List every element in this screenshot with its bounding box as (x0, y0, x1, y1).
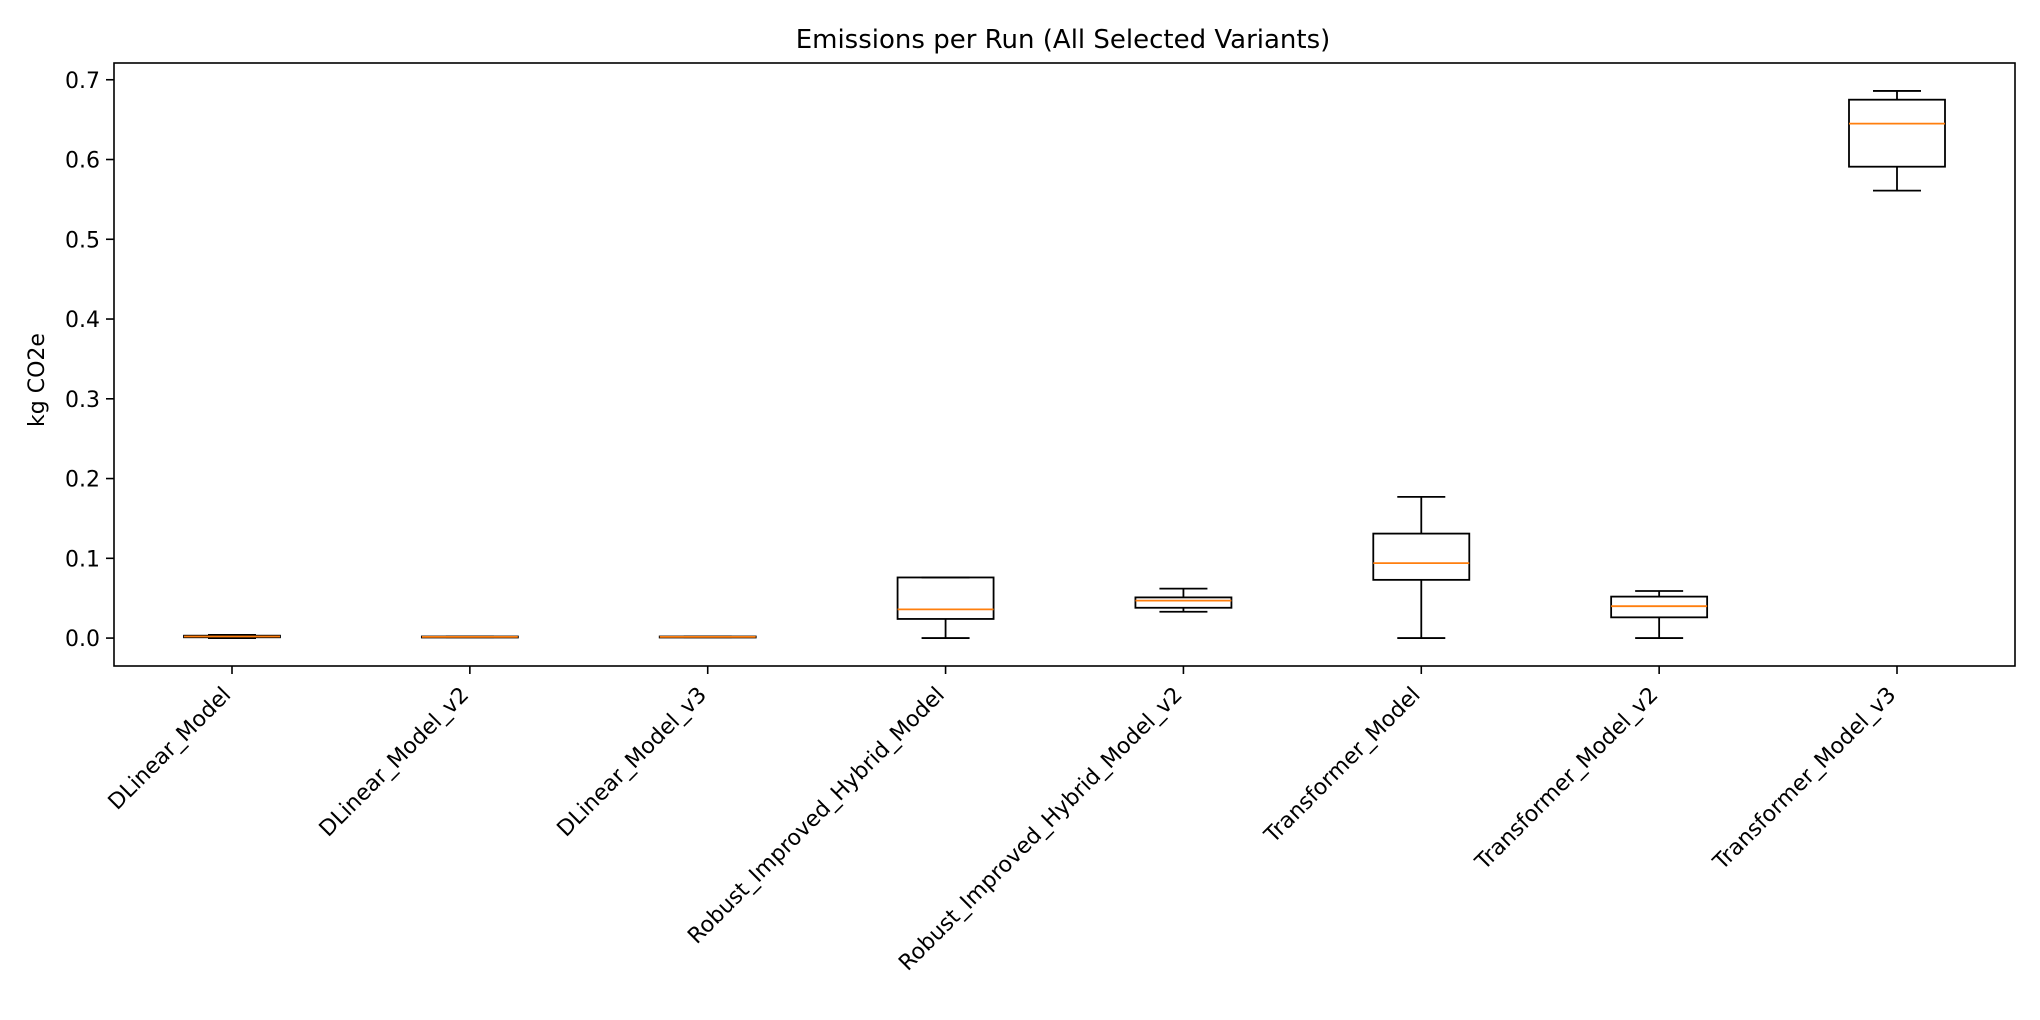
y-tick-label: 0.0 (65, 627, 100, 652)
box-iqr (1134, 596, 1233, 609)
y-tick-label: 0.2 (65, 468, 100, 493)
y-axis-label: kg CO2e (25, 333, 50, 427)
y-tick-label: 0.5 (65, 228, 100, 253)
chart-title: Emissions per Run (All Selected Variants… (796, 25, 1331, 55)
axes-frame (113, 62, 2016, 667)
y-tick-label: 0.3 (65, 388, 100, 413)
box-iqr (1848, 98, 1946, 168)
y-tick-label: 0.1 (65, 547, 100, 572)
box-iqr (1372, 532, 1471, 581)
y-tick-label: 0.6 (65, 149, 100, 174)
box-iqr (896, 576, 995, 620)
y-tick-label: 0.4 (65, 308, 100, 333)
y-tick-label: 0.7 (65, 69, 100, 94)
